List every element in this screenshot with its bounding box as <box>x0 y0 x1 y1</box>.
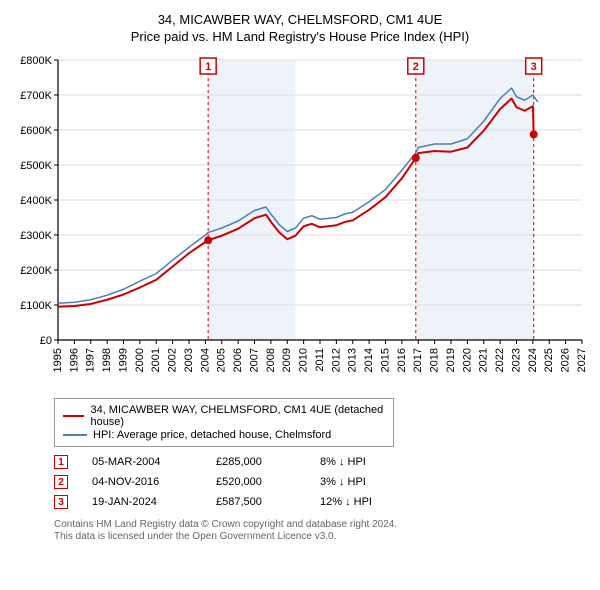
footer-line-2: This data is licensed under the Open Gov… <box>54 531 590 542</box>
svg-text:2024: 2024 <box>527 348 539 372</box>
legend-label: 34, MICAWBER WAY, CHELMSFORD, CM1 4UE (d… <box>90 404 385 428</box>
svg-text:£500K: £500K <box>20 160 52 172</box>
sale-row: 2 04-NOV-2016 £520,000 3% ↓ HPI <box>54 475 590 489</box>
svg-text:2006: 2006 <box>232 348 244 372</box>
svg-text:2026: 2026 <box>560 348 572 372</box>
svg-text:2010: 2010 <box>298 348 310 372</box>
sale-price: £285,000 <box>216 456 296 468</box>
svg-text:2011: 2011 <box>314 348 326 372</box>
sale-price: £587,500 <box>216 496 296 508</box>
svg-text:£700K: £700K <box>20 90 52 102</box>
sale-marker: 2 <box>54 475 68 489</box>
svg-text:2020: 2020 <box>461 348 473 372</box>
sale-diff: 12% ↓ HPI <box>320 496 410 508</box>
svg-text:£800K: £800K <box>20 55 52 67</box>
svg-text:2018: 2018 <box>429 348 441 372</box>
footer: Contains HM Land Registry data © Crown c… <box>54 519 590 542</box>
svg-text:£200K: £200K <box>20 265 52 277</box>
svg-text:£0: £0 <box>40 335 52 347</box>
svg-text:1996: 1996 <box>68 348 80 372</box>
svg-text:2004: 2004 <box>199 348 211 372</box>
svg-text:£600K: £600K <box>20 125 52 137</box>
svg-text:3: 3 <box>531 61 537 73</box>
sale-date: 19-JAN-2024 <box>92 496 192 508</box>
svg-text:2001: 2001 <box>150 348 162 372</box>
sale-row: 1 05-MAR-2004 £285,000 8% ↓ HPI <box>54 455 590 469</box>
svg-text:2003: 2003 <box>183 348 195 372</box>
chart-container: 34, MICAWBER WAY, CHELMSFORD, CM1 4UE Pr… <box>10 12 590 542</box>
svg-text:2014: 2014 <box>363 348 375 372</box>
svg-text:2025: 2025 <box>543 348 555 372</box>
svg-text:2019: 2019 <box>445 348 457 372</box>
svg-text:£400K: £400K <box>20 195 52 207</box>
sale-price: £520,000 <box>216 476 296 488</box>
legend-swatch <box>63 415 84 417</box>
legend-label: HPI: Average price, detached house, Chel… <box>93 429 331 441</box>
svg-text:2009: 2009 <box>281 348 293 372</box>
plot-area: £0 £100K £200K £300K £400K £500K £600K £700K £80… <box>10 52 590 392</box>
legend-swatch <box>63 434 87 436</box>
svg-text:1998: 1998 <box>101 348 113 372</box>
footer-line-1: Contains HM Land Registry data © Crown c… <box>54 519 590 530</box>
svg-text:2005: 2005 <box>216 348 228 372</box>
sale-marker: 3 <box>54 495 68 509</box>
svg-text:2013: 2013 <box>347 348 359 372</box>
legend: 34, MICAWBER WAY, CHELMSFORD, CM1 4UE (d… <box>54 398 394 447</box>
legend-row: HPI: Average price, detached house, Chel… <box>63 429 385 441</box>
chart-title: 34, MICAWBER WAY, CHELMSFORD, CM1 4UE <box>10 12 590 27</box>
sale-row: 3 19-JAN-2024 £587,500 12% ↓ HPI <box>54 495 590 509</box>
svg-text:2007: 2007 <box>248 348 260 372</box>
svg-text:2000: 2000 <box>134 348 146 372</box>
svg-text:£100K: £100K <box>20 300 52 312</box>
svg-text:2021: 2021 <box>478 348 490 372</box>
svg-text:2022: 2022 <box>494 348 506 372</box>
svg-text:2012: 2012 <box>330 348 342 372</box>
sale-diff: 3% ↓ HPI <box>320 476 410 488</box>
sale-date: 05-MAR-2004 <box>92 456 192 468</box>
svg-text:1: 1 <box>205 61 211 73</box>
svg-text:2002: 2002 <box>167 348 179 372</box>
svg-text:1995: 1995 <box>52 348 64 372</box>
sale-diff: 8% ↓ HPI <box>320 456 410 468</box>
sale-date: 04-NOV-2016 <box>92 476 192 488</box>
svg-text:2027: 2027 <box>576 348 588 372</box>
chart-subtitle: Price paid vs. HM Land Registry's House … <box>10 29 590 44</box>
sales-table: 1 05-MAR-2004 £285,000 8% ↓ HPI 2 04-NOV-2016… <box>54 455 590 509</box>
legend-row: 34, MICAWBER WAY, CHELMSFORD, CM1 4UE (d… <box>63 404 385 428</box>
svg-text:2015: 2015 <box>379 348 391 372</box>
svg-text:2: 2 <box>413 61 419 73</box>
svg-text:2016: 2016 <box>396 348 408 372</box>
sale-marker: 1 <box>54 455 68 469</box>
svg-text:1999: 1999 <box>117 348 129 372</box>
svg-text:£300K: £300K <box>20 230 52 242</box>
svg-text:2008: 2008 <box>265 348 277 372</box>
svg-text:2023: 2023 <box>510 348 522 372</box>
svg-text:2017: 2017 <box>412 348 424 372</box>
svg-text:1997: 1997 <box>85 348 97 372</box>
